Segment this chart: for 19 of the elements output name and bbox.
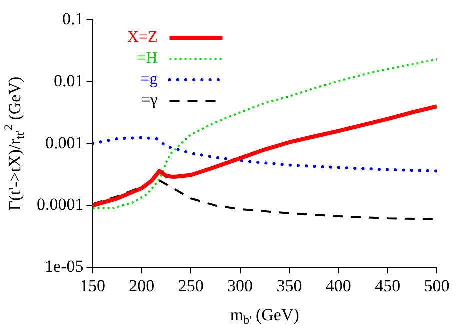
y-tick-label: 1e-05 [45,257,84,276]
legend-label: X=Z [127,29,158,46]
x-tick-label: 450 [375,276,401,296]
y-axis-title: Γ(t'->tX)/rtt'2 (GeV) [1,76,28,211]
y-tick-label: 0.1 [62,9,84,28]
y-tick-label: 0.001 [46,133,84,152]
x-tick-label: 350 [276,276,302,296]
x-tick-label: 250 [178,276,204,296]
y-tick-label: 0.0001 [37,195,84,214]
legend-label: =g [140,71,158,88]
legend-label: =H [137,50,158,68]
x-tick-label: 200 [129,276,155,296]
x-tick-label: 300 [228,276,254,296]
legend-label: =γ [142,92,158,110]
x-tick-label: 400 [326,276,352,296]
x-tick-label: 150 [80,276,106,296]
line-series [92,136,437,173]
y-tick-label: 0.01 [54,71,84,90]
x-tick-label: 500 [424,276,450,296]
